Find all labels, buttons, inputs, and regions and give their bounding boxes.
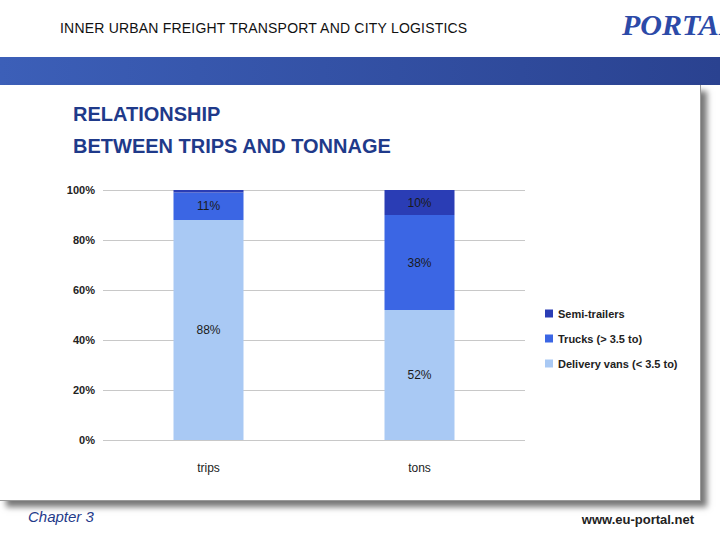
svg-text:Trucks (> 3.5 to): Trucks (> 3.5 to) [558,333,642,345]
svg-text:RELATIONSHIP: RELATIONSHIP [73,103,220,125]
html-text:INNER URBAN FREIGHT TRANSPORT: INNER URBAN FREIGHT TRANSPORT AND CITY L… [60,20,468,36]
svg-text:52%: 52% [407,368,431,382]
html-text:Chapter 3: Chapter 3 [28,508,94,525]
html-text:www.eu-portal.net: www.eu-portal.net [581,512,694,527]
svg-text:11%: 11% [197,199,220,213]
svg-text:trips: trips [197,461,220,475]
svg-text:60%: 60% [73,284,95,296]
svg-text:20%: 20% [73,384,95,396]
svg-text:100%: 100% [67,184,95,196]
svg-text:Semi-trailers: Semi-trailers [558,308,625,320]
svg-text:10%: 10% [407,196,431,210]
svg-text:80%: 80% [73,234,95,246]
svg-text:Delivery vans (< 3.5 to): Delivery vans (< 3.5 to) [558,358,678,370]
svg-text:38%: 38% [407,256,431,270]
svg-text:BETWEEN TRIPS AND TONNAGE: BETWEEN TRIPS AND TONNAGE [73,135,391,157]
svg-text:0%: 0% [79,434,95,446]
svg-text:tons: tons [408,461,431,475]
svg-text:40%: 40% [73,334,95,346]
svg-text:88%: 88% [196,323,220,337]
